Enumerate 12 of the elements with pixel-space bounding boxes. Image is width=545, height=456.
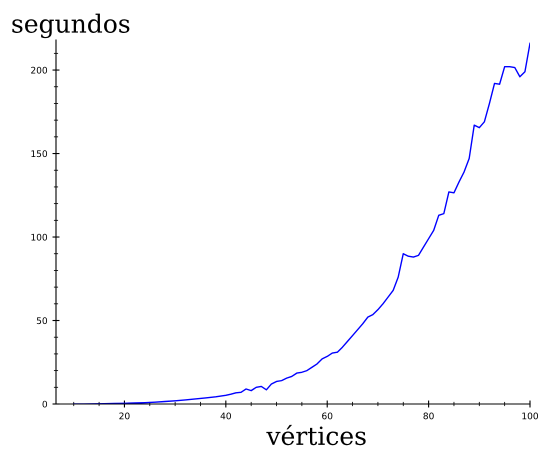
x-tick-label: 40 [220,412,231,420]
y-tick-label: 100 [31,234,48,241]
y-tick-label: 200 [31,66,48,74]
y-tick-label: 150 [31,150,48,158]
x-tick-label: 80 [423,412,434,420]
y-tick-label: 0 [42,400,48,408]
x-axis-title: vértices [266,424,366,446]
y-axis-title: segundos [12,14,130,38]
x-tick-label: 20 [119,412,130,420]
x-tick-label: 100 [522,412,538,420]
x-tick-label: 60 [322,412,332,420]
y-tick-label: 50 [36,317,48,324]
